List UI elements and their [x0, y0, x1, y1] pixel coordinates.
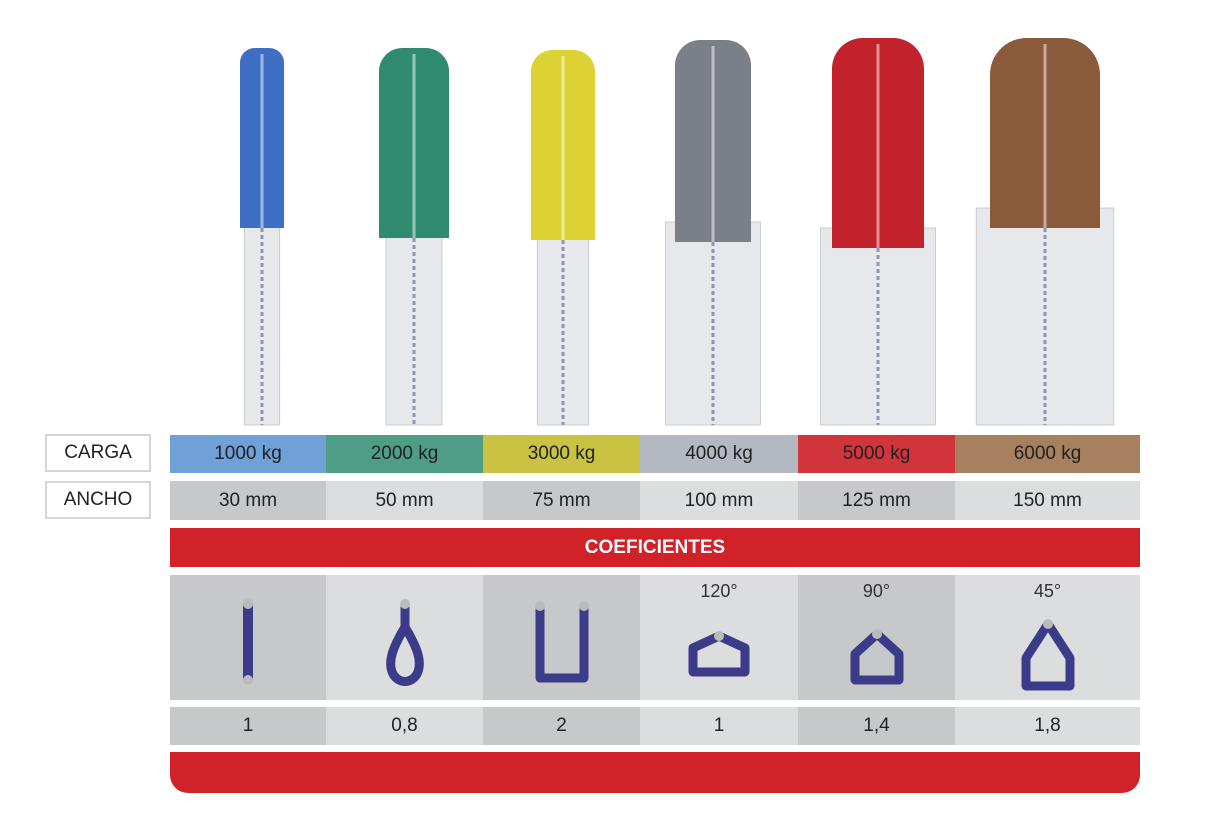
- configuration-cell: [483, 575, 640, 700]
- configuration-cell: [326, 575, 483, 700]
- sling-3000-kg: [531, 50, 595, 426]
- coeficientes-header: COEFICIENTES: [170, 528, 1140, 567]
- basket-90-degree-icon: [850, 628, 903, 684]
- straight-sling-icon: [243, 598, 253, 685]
- ancho-cell: 75 mm: [483, 481, 640, 520]
- configuration-cell: [170, 575, 326, 700]
- configuration-cell: 90°: [798, 575, 955, 700]
- sling-4000-kg: [665, 40, 761, 426]
- ancho-label: ANCHO: [45, 481, 151, 519]
- coeficiente-cell: 1: [640, 707, 798, 745]
- configuration-cell: 120°: [640, 575, 798, 700]
- sling-2000-kg: [379, 48, 449, 426]
- ancho-cell: 30 mm: [170, 481, 326, 520]
- ancho-cell: 100 mm: [640, 481, 798, 520]
- sling-6000-kg: [975, 38, 1115, 426]
- footer-bar: [170, 752, 1140, 793]
- angle-label: 45°: [1033, 581, 1062, 601]
- carga-row: 1000 kg 2000 kg 3000 kg 4000 kg 5000 kg 6000 …: [170, 435, 1140, 473]
- ancho-cell: 150 mm: [955, 481, 1140, 520]
- slings-photo: [240, 38, 1115, 426]
- coeficiente-cell: 2: [483, 707, 640, 745]
- configuration-icons-row: 120° 90° 45°: [170, 575, 1140, 700]
- sling-5000-kg: [820, 38, 936, 426]
- coeficiente-cell: 1,8: [955, 707, 1140, 745]
- sling-1000-kg: [240, 48, 284, 426]
- carga-label: CARGA: [45, 434, 151, 472]
- coeficiente-cell: 1: [170, 707, 326, 745]
- carga-cell: 5000 kg: [798, 435, 955, 473]
- coeficiente-cell: 0,8: [326, 707, 483, 745]
- ancho-cell: 50 mm: [326, 481, 483, 520]
- ancho-row: 30 mm 50 mm 75 mm 100 mm 125 mm 150 mm: [170, 481, 1140, 520]
- basket-120-degree-icon: [688, 630, 750, 676]
- basket-u-sling-icon: [534, 600, 589, 682]
- angle-label: 120°: [700, 581, 738, 601]
- basket-45-degree-icon: [1021, 618, 1074, 690]
- carga-cell: 6000 kg: [955, 435, 1140, 473]
- configuration-cell: 45°: [955, 575, 1140, 700]
- coeficiente-row: 1 0,8 2 1 1,4 1,8: [170, 707, 1140, 745]
- choke-loop-sling-icon: [385, 598, 424, 686]
- carga-cell: 1000 kg: [170, 435, 326, 473]
- carga-cell: 3000 kg: [483, 435, 640, 473]
- ancho-cell: 125 mm: [798, 481, 955, 520]
- coeficiente-cell: 1,4: [798, 707, 955, 745]
- carga-cell: 4000 kg: [640, 435, 798, 473]
- angle-label: 90°: [862, 581, 891, 601]
- carga-cell: 2000 kg: [326, 435, 483, 473]
